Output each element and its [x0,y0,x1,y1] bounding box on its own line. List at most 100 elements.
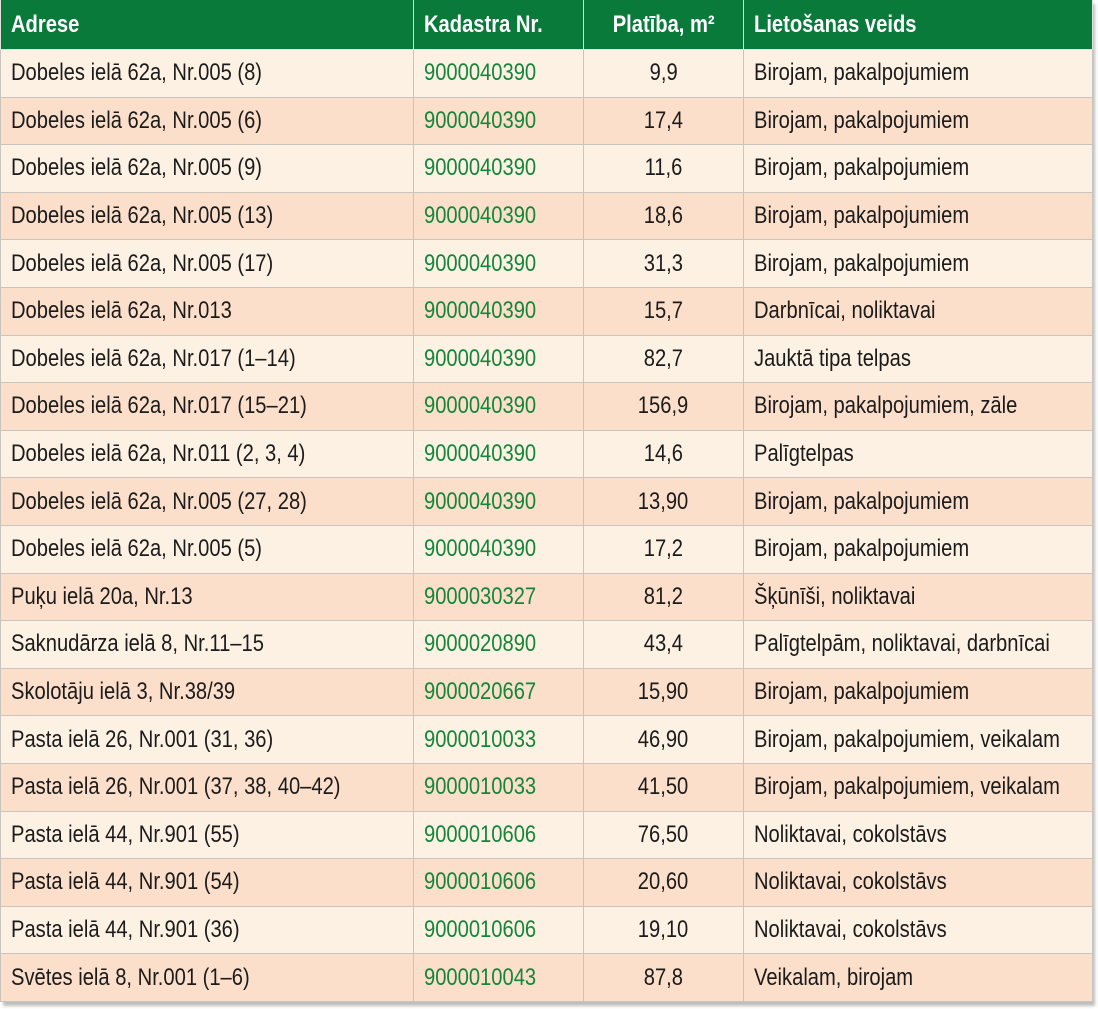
area-cell: 156,9 [583,382,744,431]
area-cell: 17,2 [583,524,744,574]
header-text: Kadastra Nr. [424,10,543,38]
usage-type: Birojam, pakalpojumiem [754,487,970,515]
table-row: Svētes ielā 8, Nr.001 (1–6) 9000010043 87,… [0,953,1093,1002]
table-row: Dobeles ielā 62a, Nr.017 (15–21) 90000403… [0,382,1093,431]
area-cell: 19,10 [583,905,744,955]
area-cell: 41,50 [583,762,744,812]
area-cell: 14,6 [583,429,744,479]
area: 14,6 [643,440,684,468]
cadastre-number: 9000010033 [424,725,537,753]
cadastre-number: 9000010043 [424,963,537,991]
address-cell: Puķu ielā 20a, Nr.13 [0,572,414,622]
cadastre-number-cell: 9000040390 [413,191,584,241]
header-text: Adrese [11,10,80,38]
address-cell: Dobeles ielā 62a, Nr.017 (1–14) [0,334,414,384]
usage-type-cell: Palīgtelpas [743,429,1093,479]
table-row: Dobeles ielā 62a, Nr.005 (27, 28) 9000040… [0,477,1093,526]
address-cell: Pasta ielā 44, Nr.901 (36) [0,905,414,955]
usage-type-cell: Darbnīcai, noliktavai [743,286,1093,336]
area: 87,8 [643,963,684,991]
cadastre-number-cell: 9000040390 [413,239,584,288]
area-cell: 11,6 [583,144,744,193]
area: 9,9 [649,59,678,87]
cadastre-number-cell: 9000040390 [413,286,584,336]
header-row: Adrese Kadastra Nr. Platība, m² Lietošanas … [0,0,1093,50]
address-cell: Dobeles ielā 62a, Nr.005 (5) [0,524,414,574]
usage-type-cell: Šķūnīši, noliktavai [743,572,1093,622]
cadastre-number: 9000040390 [424,59,537,87]
usage-type: Palīgtelpas [754,440,854,468]
cadastre-number: 9000040390 [424,297,537,325]
cadastre-number: 9000010033 [424,773,537,801]
header-text: Lietošanas veids [754,10,917,38]
cadastre-number: 9000040390 [424,440,537,468]
usage-type: Birojam, pakalpojumiem [754,59,970,87]
address: Dobeles ielā 62a, Nr.017 (1–14) [11,344,296,372]
area-cell: 9,9 [583,49,744,98]
usage-type: Šķūnīši, noliktavai [754,582,916,610]
address: Dobeles ielā 62a, Nr.005 (13) [11,202,274,230]
usage-type-cell: Birojam, pakalpojumiem [743,239,1093,288]
usage-type-cell: Jauktā tipa telpas [743,334,1093,384]
area: 15,7 [643,297,684,325]
cadastre-number: 9000040390 [424,154,537,182]
table-row: Puķu ielā 20a, Nr.13 9000030327 81,2 Šķūnīš… [0,572,1093,622]
area: 46,90 [638,725,689,753]
area-cell: 15,7 [583,286,744,336]
usage-type-cell: Noliktavai, cokolstāvs [743,905,1093,955]
address: Dobeles ielā 62a, Nr.005 (6) [11,106,263,134]
table-row: Dobeles ielā 62a, Nr.005 (17) 9000040390 3… [0,239,1093,288]
address: Dobeles ielā 62a, Nr.011 (2, 3, 4) [11,440,306,468]
area-cell: 15,90 [583,667,744,717]
usage-type-cell: Noliktavai, cokolstāvs [743,858,1093,907]
area-cell: 46,90 [583,715,744,764]
cadastre-number-cell: 9000040390 [413,49,584,98]
address: Pasta ielā 26, Nr.001 (31, 36) [11,725,274,753]
cadastre-number-cell: 9000040390 [413,334,584,384]
address-cell: Dobeles ielā 62a, Nr.005 (13) [0,191,414,241]
usage-type-cell: Palīgtelpām, noliktavai, darbnīcai [743,620,1093,669]
area: 156,9 [638,392,689,420]
area: 43,4 [643,630,684,658]
usage-type: Birojam, pakalpojumiem [754,678,970,706]
usage-type: Birojam, pakalpojumiem [754,154,970,182]
address: Dobeles ielā 62a, Nr.005 (8) [11,59,263,87]
cadastre-number: 9000030327 [424,582,537,610]
area-cell: 31,3 [583,239,744,288]
area: 17,2 [643,535,684,563]
column-header: Lietošanas veids [743,0,1093,50]
area-cell: 76,50 [583,810,744,860]
address: Pasta ielā 44, Nr.901 (54) [11,868,240,896]
address: Pasta ielā 44, Nr.901 (36) [11,915,240,943]
area: 81,2 [643,582,684,610]
cadastre-number: 9000040390 [424,487,537,515]
header-text: Platība, m² [612,10,715,38]
area: 18,6 [643,202,684,230]
usage-type: Noliktavai, cokolstāvs [754,915,947,943]
cadastre-number-cell: 9000030327 [413,572,584,622]
table-row: Pasta ielā 44, Nr.901 (55) 9000010606 76,5… [0,810,1093,860]
table-row: Dobeles ielā 62a, Nr.005 (8) 9000040390 9,… [0,49,1093,98]
address-cell: Dobeles ielā 62a, Nr.005 (17) [0,239,414,288]
cadastre-number-cell: 9000010606 [413,810,584,860]
usage-type: Palīgtelpām, noliktavai, darbnīcai [754,630,1050,658]
usage-type-cell: Birojam, pakalpojumiem [743,96,1093,146]
area: 11,6 [644,154,683,182]
table-row: Pasta ielā 26, Nr.001 (37, 38, 40–42) 900… [0,762,1093,812]
usage-type-cell: Birojam, pakalpojumiem, zāle [743,382,1093,431]
usage-type-cell: Birojam, pakalpojumiem [743,667,1093,717]
area: 19,10 [638,915,689,943]
address-cell: Pasta ielā 44, Nr.901 (54) [0,858,414,907]
cadastre-number-cell: 9000040390 [413,144,584,193]
address-cell: Dobeles ielā 62a, Nr.005 (6) [0,96,414,146]
table-row: Pasta ielā 26, Nr.001 (31, 36) 9000010033… [0,715,1093,764]
cadastre-number-cell: 9000010606 [413,858,584,907]
cadastre-number-cell: 9000040390 [413,382,584,431]
address: Dobeles ielā 62a, Nr.005 (5) [11,535,263,563]
table-row: Dobeles ielā 62a, Nr.017 (1–14) 900004039… [0,334,1093,384]
address: Skolotāju ielā 3, Nr.38/39 [11,678,236,706]
usage-type-cell: Birojam, pakalpojumiem, veikalam [743,715,1093,764]
address: Puķu ielā 20a, Nr.13 [11,582,193,610]
cadastre-number: 9000040390 [424,392,537,420]
